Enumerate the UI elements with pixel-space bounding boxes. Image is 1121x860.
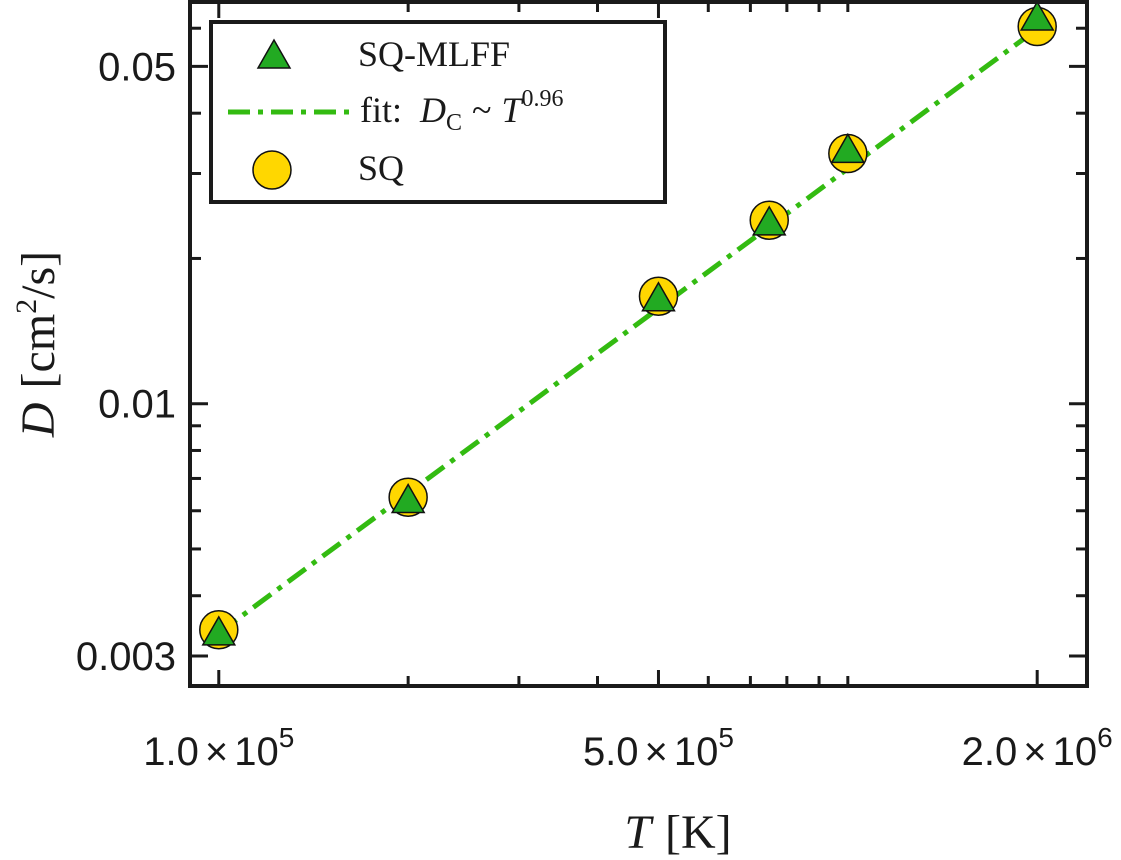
legend-triangle-marker: [256, 38, 292, 69]
legend-fit-prefix: fit:: [360, 90, 402, 130]
legend-fit-var: D: [419, 90, 446, 130]
sq-mlff-point: [390, 483, 426, 514]
sq-mlff-point: [201, 615, 237, 646]
sq-mlff-series: [201, 0, 1055, 646]
y-axis-unit-close: /s]: [12, 251, 65, 299]
fit-line: [217, 26, 1039, 635]
legend-fit-base: T: [502, 90, 525, 130]
x-tick-labels: 1.0 × 105 5.0 × 105 2.0 × 106: [143, 722, 1112, 774]
y-axis-var: D: [12, 402, 65, 438]
y-tick-label: 0.05: [98, 45, 176, 89]
x-axis-label: T [K]: [624, 806, 731, 859]
sq-mlff-point: [1019, 0, 1055, 31]
y-tick-labels: 0.003 0.01 0.05: [76, 45, 176, 679]
y-axis-unit-sup: 2: [10, 299, 43, 314]
legend: SQ-MLFF fit: DC ~ T0.96 SQ: [209, 20, 667, 204]
sq-mlff-point: [751, 205, 787, 236]
y-axis-label: D [cm2/s]: [10, 251, 65, 438]
legend-fit-exp: 0.96: [522, 86, 564, 112]
y-tick-label: 0.003: [76, 635, 176, 679]
y-axis-unit-open: [cm: [12, 314, 65, 389]
legend-label-sq: SQ: [358, 148, 404, 188]
sq-mlff-point: [830, 132, 866, 164]
x-tick-label: 1.0 × 105: [143, 722, 294, 774]
x-tick-label: 2.0 × 106: [962, 722, 1113, 774]
legend-circle-marker: [252, 150, 292, 190]
x-axis-unit: [K]: [665, 806, 732, 859]
legend-fit-sub: C: [446, 110, 462, 136]
y-tick-label: 0.01: [98, 383, 176, 427]
legend-label-fit: fit: DC ~ T0.96: [360, 86, 564, 136]
legend-fit-sim: ~: [472, 90, 491, 130]
sq-mlff-point: [641, 281, 676, 312]
x-tick-label: 5.0 × 105: [583, 722, 734, 774]
x-axis-var: T: [624, 806, 654, 859]
plot-frame: [188, 0, 1089, 688]
legend-label-sq-mlff: SQ-MLFF: [358, 34, 510, 74]
